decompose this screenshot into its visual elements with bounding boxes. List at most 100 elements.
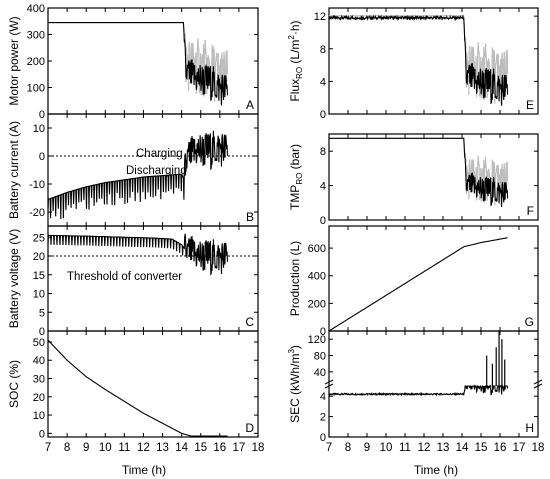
- panel-letter: F: [527, 204, 534, 218]
- y-tick-label: 10: [33, 410, 45, 422]
- panel-letter: C: [245, 315, 254, 329]
- x-tick-label: 15: [194, 442, 207, 454]
- y-tick-label: 600: [308, 243, 326, 255]
- y-tick-label: -20: [29, 207, 45, 219]
- x-tick-label: 18: [252, 442, 265, 454]
- plot-frame: [328, 7, 539, 115]
- panel-C: 0 5 10 15 20 25 Battery voltage (V) C: [7, 225, 259, 338]
- x-tick-label: 10: [380, 442, 393, 454]
- plot-frame: [47, 330, 259, 438]
- panel-B: -20 -10 0 10 Battery current (A) B: [7, 113, 259, 227]
- y-axis-label-sup: 2: [287, 35, 296, 40]
- panel-letter: E: [526, 98, 534, 112]
- y-axis-label-sup: 3: [287, 349, 296, 354]
- x-tick-label: 11: [118, 442, 130, 454]
- plot-frame: [328, 330, 539, 438]
- x-tick-label: 9: [83, 442, 89, 454]
- x-tick-label: 7: [45, 442, 51, 454]
- y-tick-label: 12: [314, 11, 326, 23]
- y-tick-label: 8: [320, 146, 326, 158]
- x-tick-label: 8: [64, 442, 70, 454]
- y-axis-label-sub: RO: [295, 67, 304, 79]
- y-axis-label: Motor power (W): [7, 16, 21, 105]
- series-line: [47, 339, 228, 437]
- x-tick-label: 15: [475, 442, 488, 454]
- y-axis-label: Production (L): [288, 241, 302, 316]
- x-axis-label-right: Time (h): [414, 463, 458, 477]
- series-line: [47, 233, 229, 276]
- y-axis-label: SEC (kWh/m3): [287, 345, 302, 423]
- y-axis-label-sub: RO: [295, 173, 304, 185]
- annotation-charging: Charging: [136, 148, 183, 160]
- panel-letter: H: [525, 421, 534, 435]
- x-tick-label: 16: [494, 442, 507, 454]
- y-tick-label: 15: [33, 270, 45, 282]
- x-tick-label: 9: [364, 442, 370, 454]
- panel-H: 7 8 9 10 11 12 13 14 15 16 17 18 0 2 4 40 80 120 SEC (kWh/…: [287, 330, 545, 454]
- y-tick-label: 400: [27, 3, 45, 15]
- panel-G: 0 200 400 600 Production (L) G: [288, 225, 539, 338]
- y-axis-label-unit: (kWh/m: [288, 354, 302, 399]
- y-axis-label-main: Flux: [288, 79, 302, 102]
- series-line: [47, 130, 229, 220]
- series-envelope: [48, 22, 229, 104]
- y-tick-label: 0: [320, 432, 326, 444]
- y-tick-label: 0: [320, 109, 326, 121]
- y-tick-label: 200: [27, 56, 45, 68]
- y-tick-label: 4: [320, 76, 326, 88]
- x-tick-label: 14: [456, 442, 469, 454]
- y-tick-label: 10: [33, 123, 45, 135]
- annotation-threshold: Threshold of converter: [67, 271, 182, 283]
- panel-letter: D: [245, 421, 254, 435]
- y-axis-label-end: ): [288, 345, 302, 349]
- x-tick-label: 18: [532, 442, 545, 454]
- axis-break-right: [533, 379, 543, 389]
- panel-E: 0 4 8 12 FluxRO (L/m2·h) E: [287, 7, 539, 121]
- x-tick-label: 10: [99, 442, 112, 454]
- series-line: [48, 22, 229, 106]
- series-line: [329, 137, 509, 208]
- x-tick-label: 13: [156, 442, 169, 454]
- y-tick-label: -10: [29, 179, 45, 191]
- y-tick-label: 4: [320, 181, 326, 193]
- y-tick-label: 200: [308, 298, 326, 310]
- y-tick-label: 0: [39, 109, 45, 121]
- y-axis-label-unit: (bar): [288, 144, 302, 173]
- y-tick-label: 50: [33, 337, 45, 349]
- plot-frame: [328, 133, 539, 221]
- y-tick-label: 400: [308, 271, 326, 283]
- y-tick-label: 0: [39, 326, 45, 338]
- y-tick-label: 20: [33, 251, 45, 263]
- x-tick-label: 7: [326, 442, 332, 454]
- panel-D: 7 8 9 10 11 12 13 14 15 16 17 18 0 10 20 30 40 50 SOC (%) D: [7, 330, 265, 454]
- y-axis-label: Battery voltage (V): [7, 229, 21, 328]
- y-tick-label: 40: [33, 355, 45, 367]
- x-tick-label: 8: [345, 442, 351, 454]
- x-tick-label: 11: [399, 442, 411, 454]
- panel-A: 0 100 200 300 400 Motor power (W) A: [7, 3, 259, 121]
- y-tick-label: 25: [33, 232, 45, 244]
- y-tick-label: 120: [308, 334, 326, 346]
- series-line: [328, 384, 509, 397]
- y-tick-label: 5: [39, 307, 45, 319]
- x-tick-label: 13: [437, 442, 450, 454]
- y-axis-label-main: TMP: [288, 185, 302, 210]
- panel-letter: G: [525, 315, 534, 329]
- y-tick-label: 0: [39, 151, 45, 163]
- y-tick-label: 30: [33, 374, 45, 386]
- y-tick-label: 40: [314, 367, 326, 379]
- x-tick-label: 12: [137, 442, 150, 454]
- panel-F: 0 4 8 TMPRO (bar) F: [288, 133, 539, 227]
- x-axis-label-left: Time (h): [122, 463, 166, 477]
- series-line: [328, 14, 509, 106]
- y-tick-label: 0: [39, 428, 45, 440]
- axis-break-left: [324, 379, 334, 389]
- y-axis-label: Battery current (A): [7, 121, 21, 219]
- annotation-discharging: Discharging: [126, 165, 187, 177]
- y-tick-label: 80: [314, 351, 326, 363]
- y-axis-label: SOC (%): [7, 360, 21, 408]
- y-tick-label: 8: [320, 44, 326, 56]
- x-tick-label: 17: [233, 442, 246, 454]
- x-tick-label: 16: [213, 442, 226, 454]
